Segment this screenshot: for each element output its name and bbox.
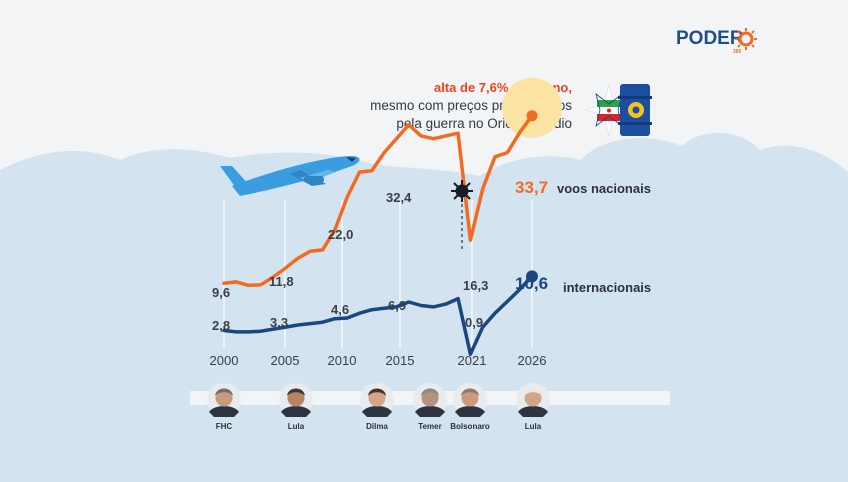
x-tick-label: 2010: [328, 353, 357, 368]
x-tick-label: 2005: [271, 353, 300, 368]
sun-logo-icon: [735, 28, 757, 50]
president-name: Lula: [288, 422, 305, 431]
data-label-internacionais: 0,9: [465, 315, 483, 330]
president-avatar: [279, 383, 313, 417]
president-avatar: [413, 383, 447, 417]
series-name-nacionais: voos nacionais: [557, 181, 651, 196]
president-avatar: [453, 383, 487, 417]
president-avatar: [207, 383, 241, 417]
end-point-internacionais: [526, 270, 538, 283]
x-tick-label: 2021: [458, 353, 487, 368]
president-name: Dilma: [366, 422, 388, 431]
president-avatar: [360, 383, 394, 417]
president-name: Temer: [418, 422, 441, 431]
data-label-nacionais: 32,4: [386, 190, 412, 205]
end-point-nacionais: [526, 110, 538, 122]
series-line-internacionais: [222, 274, 534, 356]
data-label-internacionais: 6,9: [388, 298, 406, 313]
data-label-nacionais: 9,6: [212, 285, 230, 300]
presidents-timeline: FHC Lula Dilma Temer Bolsonaro Lula: [207, 383, 550, 431]
series-line-nacionais: [222, 114, 534, 288]
x-tick-label: 2015: [386, 353, 415, 368]
x-tick-label: 2026: [518, 353, 547, 368]
data-label-internacionais: 4,6: [331, 302, 349, 317]
airplane-icon: [220, 156, 360, 196]
data-label-nacionais: 11,8: [269, 274, 294, 289]
data-label-nacionais: 33,7: [515, 178, 548, 197]
data-label-internacionais: 3,3: [270, 315, 288, 330]
president-avatar: [516, 383, 550, 417]
data-label-internacionais: 10,6: [515, 274, 548, 293]
president-name: Bolsonaro: [450, 422, 490, 431]
chart-marks: 2000 2005 2010 2015 2021 2026 9,6 11,8 22,0 32,4 1…: [210, 110, 651, 368]
highlight-circle: [502, 77, 562, 138]
chart-grid: [223, 200, 533, 348]
brand-logo: PODER 360: [676, 28, 757, 55]
data-label-nacionais: 16,3: [463, 278, 488, 293]
president-name: FHC: [216, 422, 233, 431]
data-label-nacionais: 22,0: [328, 227, 353, 242]
x-tick-label: 2000: [210, 353, 239, 368]
president-name: Lula: [525, 422, 542, 431]
cloud-backdrop: [0, 0, 848, 176]
brand-sub: 360: [733, 49, 742, 55]
brand-name: PODER: [676, 28, 744, 49]
oil-barrel-icon: [618, 84, 652, 136]
data-label-internacionais: 2,8: [212, 318, 230, 333]
virus-icon: [451, 180, 473, 252]
series-name-internacionais: internacionais: [563, 280, 651, 295]
